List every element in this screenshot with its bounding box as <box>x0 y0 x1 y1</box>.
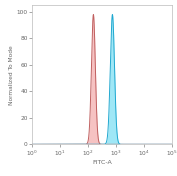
X-axis label: FITC-A: FITC-A <box>92 160 112 165</box>
Y-axis label: Normalized To Mode: Normalized To Mode <box>10 45 15 105</box>
